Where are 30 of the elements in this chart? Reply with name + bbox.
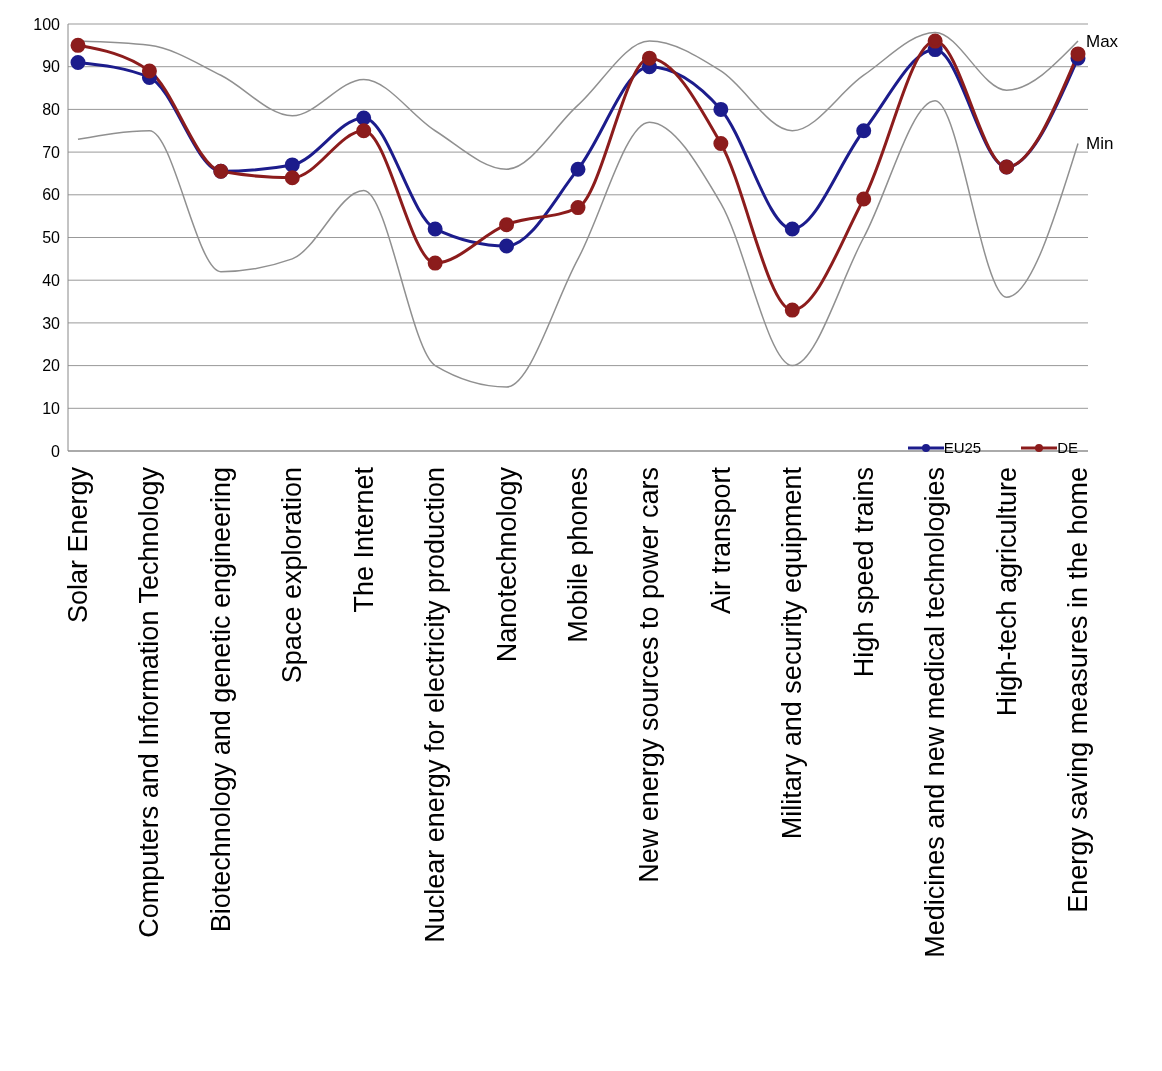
y-tick-label: 60	[42, 186, 61, 204]
x-tick-label: High-tech agriculture	[991, 467, 1022, 717]
y-tick-label: 20	[42, 357, 61, 375]
x-tick-label: Space exploration	[277, 467, 308, 684]
x-tick-label: New energy sources to power cars	[634, 467, 665, 883]
y-tick-label: 70	[42, 143, 61, 161]
y-tick-label: 80	[42, 101, 61, 119]
y-tick-label: 50	[42, 229, 61, 247]
x-tick-label: Energy saving measures in the home	[1063, 467, 1093, 913]
x-tick-label: Computers and Information Technology	[134, 466, 165, 938]
x-tick-label: Medicines and new medical technologies	[920, 467, 951, 958]
legend-label: DE	[1057, 439, 1078, 456]
x-tick-label: Mobile phones	[563, 467, 593, 643]
y-tick-label: 100	[33, 15, 61, 33]
x-tick-label: Nuclear energy for electricity production	[420, 467, 451, 943]
x-tick-label: Solar Energy	[63, 466, 93, 624]
y-tick-label: 90	[42, 58, 61, 76]
legend-label: EU25	[943, 439, 982, 456]
x-tick-label: Air transport	[705, 466, 736, 615]
series-label: Min	[1086, 134, 1114, 154]
x-tick-label: Biotechnology and genetic engineering	[205, 467, 236, 933]
y-tick-label: 10	[42, 399, 61, 417]
y-tick-label: 0	[51, 442, 61, 460]
y-tick-label: 30	[42, 314, 61, 332]
y-tick-label: 40	[42, 271, 61, 289]
x-tick-label: High speed trains	[848, 467, 879, 678]
x-tick-label: The Internet	[348, 466, 379, 613]
series-label: Max	[1086, 31, 1119, 51]
x-tick-label: Nanotechnology	[491, 466, 522, 663]
x-tick-label: Military and security equipment	[777, 466, 808, 840]
